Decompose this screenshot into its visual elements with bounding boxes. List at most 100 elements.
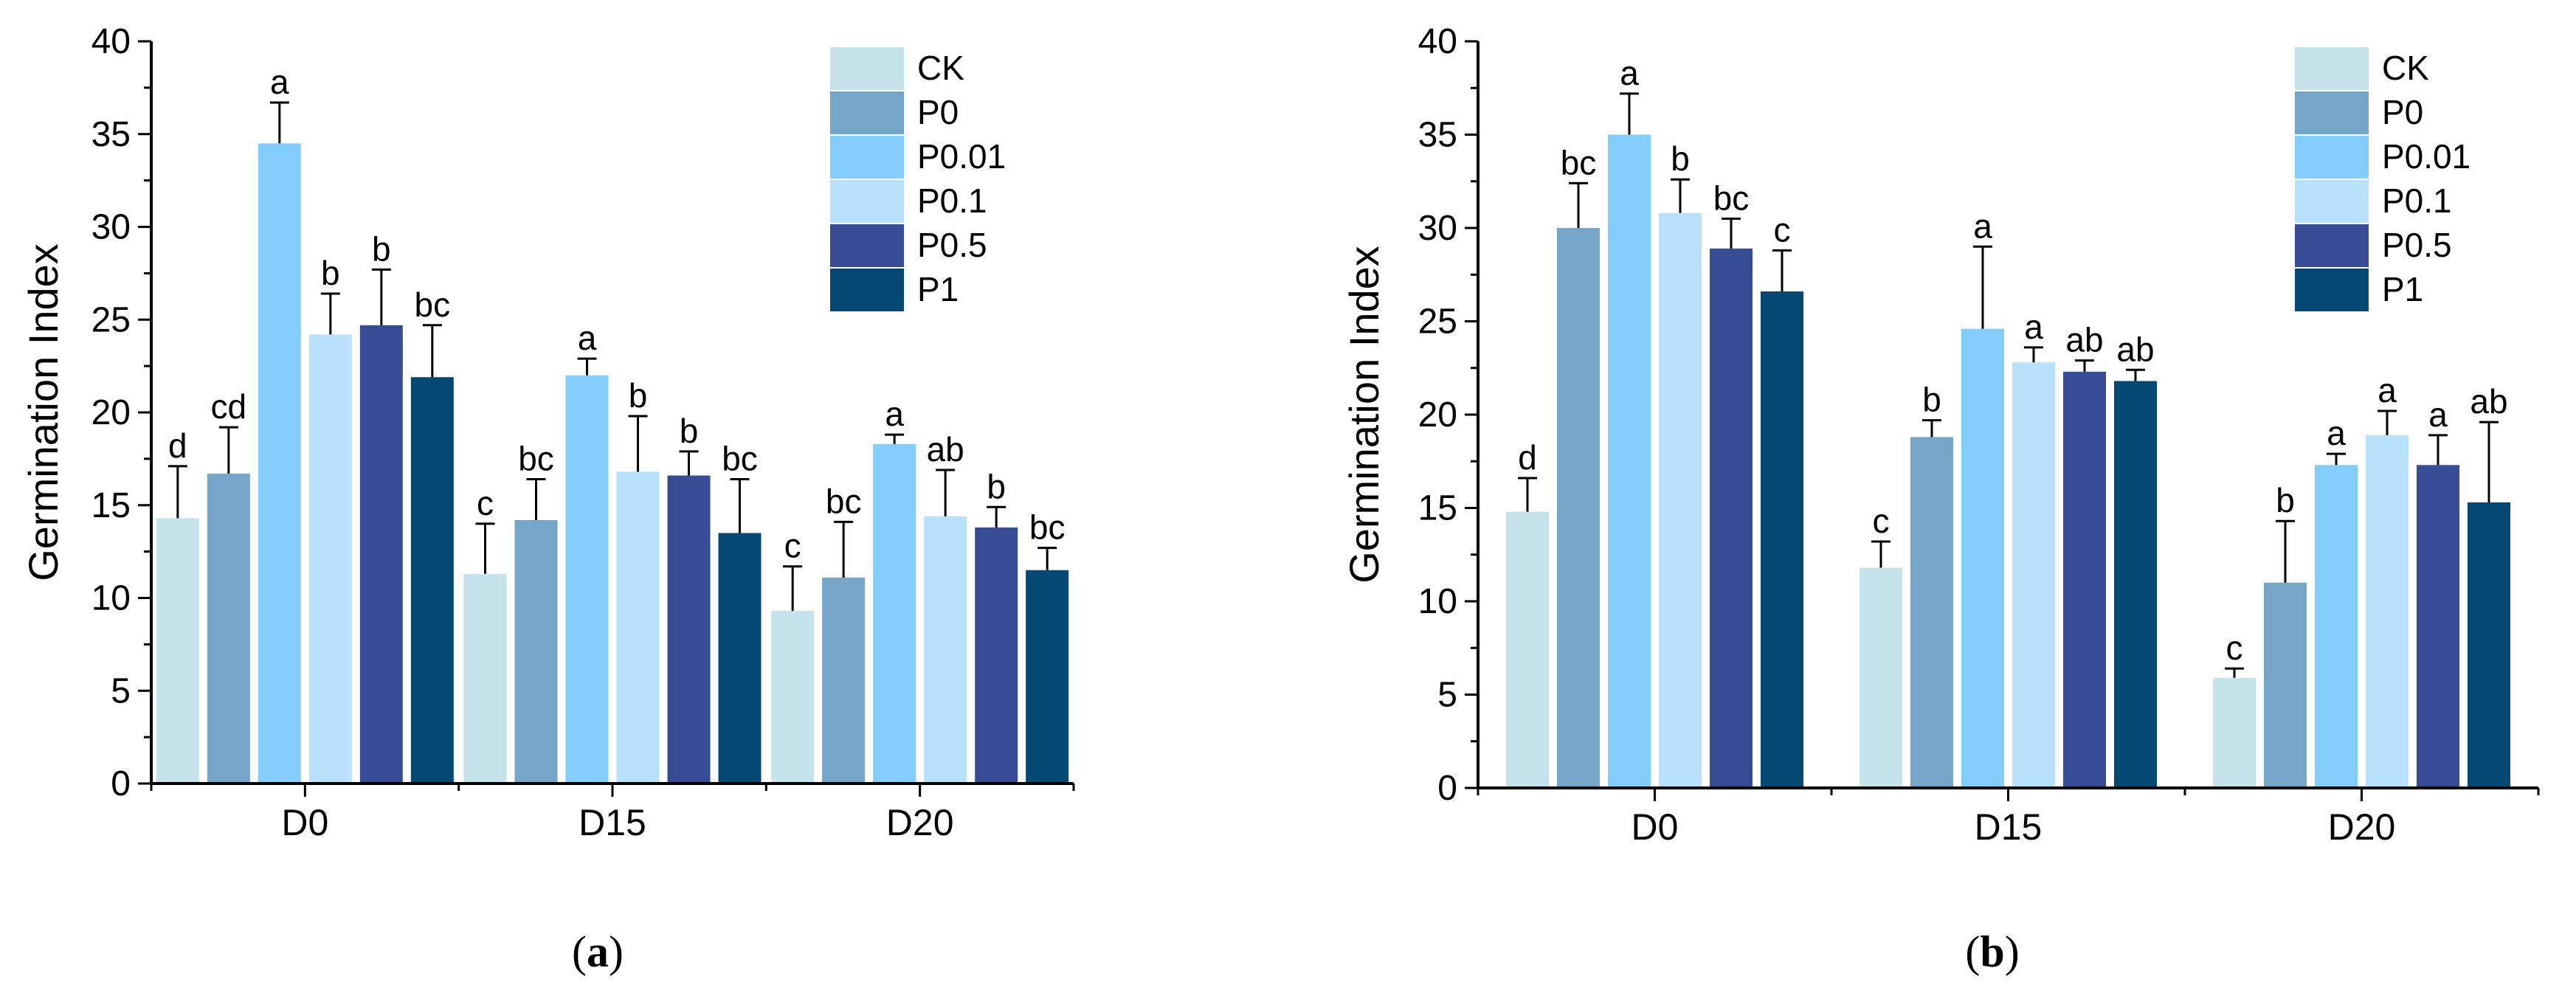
bar-P0.01-D0 [1608,134,1651,788]
bar-P0.5-D20 [975,527,1018,784]
legend-label: P1 [2382,270,2423,308]
y-tick-label: 0 [111,764,131,803]
legend-swatch-CK [2295,47,2369,90]
y-tick-label: 35 [1418,116,1457,155]
bar-CK-D15 [463,573,507,784]
significance-letter: d [1518,438,1537,477]
bar-CK-D15 [1860,567,1902,788]
legend-swatch-P1 [2295,269,2369,311]
bar-P0.01-D20 [873,443,916,784]
x-tick-label: D0 [281,802,328,843]
x-tick-label: D15 [1975,806,2043,848]
legend-label: P1 [917,270,959,308]
legend-swatch-CK [830,47,904,90]
significance-letter: b [1922,381,1941,419]
significance-letter: a [885,395,904,433]
y-tick-label: 0 [1437,769,1457,808]
legend-label: P0.5 [2382,226,2452,264]
significance-letter: ab [2065,321,2103,359]
y-tick-label: 5 [1437,676,1457,715]
panel-label: (b) [1965,927,2019,976]
bar-P0.1-D0 [1659,212,1702,788]
bar-P0.01-D0 [258,143,301,784]
significance-letter: b [987,467,1006,505]
bar-P0-D15 [514,519,558,784]
significance-letter: b [1671,139,1690,178]
legend-swatch-P0.5 [830,224,904,267]
significance-letter: a [270,63,289,101]
significance-letter: b [629,376,648,415]
legend-label: P0.5 [917,226,987,264]
bar-P0.5-D15 [2063,371,2106,788]
legend-swatch-P0 [830,91,904,134]
chart-panel-a: dcccdbcbcaaabbabbbbbcbcbc051015202530354… [20,22,1075,976]
significance-letter: c [477,484,494,522]
y-tick-label: 40 [91,22,131,61]
y-tick-label: 30 [91,208,131,247]
significance-letter: a [1620,54,1639,92]
legend-label: P0.1 [2382,181,2452,220]
significance-letter: bc [826,482,862,520]
bar-P1-D15 [2114,381,2157,788]
significance-letter: bc [722,440,758,478]
bar-P0.5-D0 [359,325,403,784]
bar-CK-D20 [2213,677,2256,788]
y-tick-label: 15 [91,486,131,525]
significance-letter: a [2024,308,2043,346]
significance-letter: c [1774,210,1791,249]
legend-label: P0.01 [917,137,1006,176]
significance-letter: b [680,412,699,450]
bar-P0-D0 [207,473,250,784]
bar-P0.1-D15 [616,471,660,784]
bar-CK-D20 [771,611,815,784]
bar-P1-D0 [410,377,454,784]
significance-letter: c [784,527,801,565]
y-tick-label: 25 [1418,302,1457,342]
significance-letter: a [578,319,597,357]
bar-P1-D20 [1026,570,1069,784]
significance-letter: bc [415,286,451,324]
bar-P0.1-D20 [924,516,967,784]
legend-swatch-P1 [830,269,904,311]
legend-label: P0 [2382,93,2423,131]
bar-P1-D0 [1761,291,1803,788]
legend-swatch-P0.1 [2295,180,2369,223]
bar-CK-D0 [1506,511,1549,788]
bar-P0.5-D20 [2417,465,2459,788]
chart-panel-b: dccbcbbaaabaabcabacabab0510152025303540D… [1341,22,2540,976]
significance-letter: bc [518,440,554,478]
legend-swatch-P0.5 [2295,224,2369,267]
y-tick-label: 5 [111,671,131,710]
legend-swatch-P0 [2295,91,2369,134]
bar-P1-D20 [2468,502,2510,788]
legend-label: CK [917,49,964,87]
x-tick-label: D0 [1631,806,1679,848]
y-tick-label: 10 [91,579,131,618]
y-tick-label: 20 [1418,395,1457,435]
bar-P0.1-D20 [2366,435,2408,788]
bar-P0.5-D15 [667,475,711,784]
y-tick-label: 15 [1418,489,1457,528]
legend-swatch-P0.1 [830,180,904,223]
significance-letter: bc [1713,179,1750,217]
x-tick-label: D20 [2328,806,2396,848]
bar-P0.01-D20 [2315,465,2358,788]
y-tick-label: 25 [91,300,131,339]
bar-P0-D20 [2264,582,2307,788]
y-tick-label: 35 [91,115,131,154]
significance-letter: a [2378,371,2397,409]
bar-P0.1-D15 [2012,362,2055,788]
bar-CK-D0 [156,518,199,784]
legend-label: CK [2382,49,2429,87]
significance-letter: a [2428,395,2448,434]
bar-P0-D15 [1910,437,1953,788]
significance-letter: bc [1029,508,1066,547]
bar-P0.01-D15 [1961,328,2004,788]
significance-letter: ab [927,430,964,468]
significance-letter: b [2276,481,2295,519]
x-tick-label: D15 [579,802,646,843]
significance-letter: a [1973,207,1992,245]
y-tick-label: 30 [1418,209,1457,248]
y-axis-title: Germination Index [20,243,66,581]
